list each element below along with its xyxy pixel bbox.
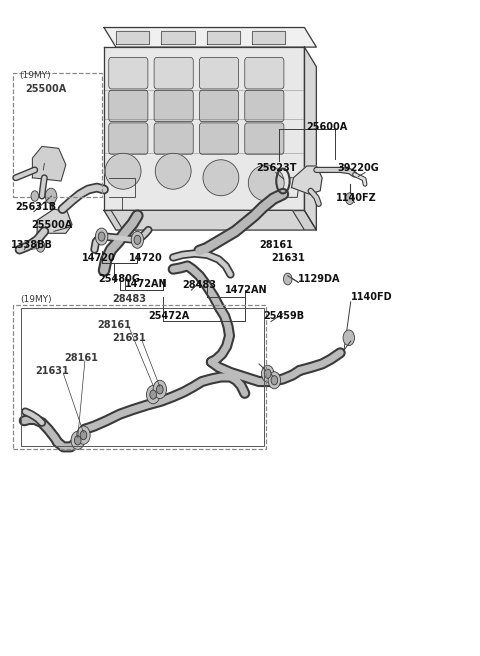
Ellipse shape — [105, 154, 141, 189]
FancyBboxPatch shape — [154, 58, 193, 89]
Polygon shape — [304, 47, 316, 230]
Bar — [206, 31, 240, 44]
Circle shape — [96, 228, 108, 245]
FancyBboxPatch shape — [245, 123, 284, 154]
Circle shape — [271, 376, 278, 385]
FancyBboxPatch shape — [199, 91, 239, 121]
FancyBboxPatch shape — [199, 123, 239, 154]
Polygon shape — [104, 28, 316, 47]
Circle shape — [346, 193, 354, 205]
Circle shape — [156, 385, 163, 394]
Ellipse shape — [203, 160, 239, 195]
FancyBboxPatch shape — [245, 91, 284, 121]
FancyBboxPatch shape — [154, 123, 193, 154]
Text: 25631B: 25631B — [15, 202, 56, 212]
Text: (19MY): (19MY) — [20, 72, 51, 81]
Circle shape — [71, 431, 84, 449]
Bar — [252, 31, 285, 44]
Text: 21631: 21631 — [112, 333, 146, 343]
Text: 25600A: 25600A — [306, 122, 347, 132]
Circle shape — [268, 372, 281, 389]
Circle shape — [31, 191, 38, 201]
Text: 25459B: 25459B — [263, 312, 304, 321]
Circle shape — [98, 232, 105, 241]
FancyBboxPatch shape — [109, 123, 148, 154]
FancyBboxPatch shape — [199, 58, 239, 89]
Text: 28161: 28161 — [259, 239, 293, 250]
Bar — [13, 305, 266, 449]
Circle shape — [264, 369, 271, 379]
Polygon shape — [104, 211, 316, 230]
Circle shape — [150, 390, 156, 400]
Circle shape — [283, 273, 292, 285]
Text: 28483: 28483 — [112, 294, 146, 304]
Text: 25500A: 25500A — [31, 220, 72, 230]
Text: 39220G: 39220G — [338, 163, 380, 173]
Polygon shape — [104, 47, 304, 211]
Text: 1338BB: 1338BB — [11, 239, 53, 250]
Bar — [116, 31, 149, 44]
Text: 28161: 28161 — [97, 320, 131, 330]
Circle shape — [45, 188, 57, 204]
Circle shape — [343, 330, 355, 346]
Text: 1140FD: 1140FD — [351, 292, 392, 302]
Text: 1472AN: 1472AN — [124, 279, 167, 289]
Text: 25472A: 25472A — [148, 312, 190, 321]
Text: 21631: 21631 — [36, 366, 70, 376]
Circle shape — [134, 236, 141, 245]
Polygon shape — [111, 211, 304, 230]
Text: 25480G: 25480G — [98, 274, 140, 283]
Text: 28483: 28483 — [183, 280, 217, 290]
Circle shape — [80, 430, 87, 440]
Bar — [161, 31, 195, 44]
Ellipse shape — [248, 165, 284, 201]
Text: 25500A: 25500A — [25, 83, 67, 94]
Circle shape — [153, 380, 167, 399]
Text: 14720: 14720 — [82, 253, 115, 262]
Text: 21631: 21631 — [271, 253, 305, 262]
FancyBboxPatch shape — [154, 91, 193, 121]
Circle shape — [262, 365, 274, 382]
FancyBboxPatch shape — [245, 58, 284, 89]
Text: 1129DA: 1129DA — [298, 274, 341, 283]
Polygon shape — [291, 166, 322, 194]
Text: 1140FZ: 1140FZ — [336, 193, 377, 203]
FancyBboxPatch shape — [109, 91, 148, 121]
Text: (19MY): (19MY) — [21, 295, 52, 304]
Text: 14720: 14720 — [129, 253, 163, 262]
FancyBboxPatch shape — [109, 58, 148, 89]
Circle shape — [36, 241, 45, 252]
Bar — [22, 308, 264, 445]
Bar — [13, 73, 102, 197]
Text: 1472AN: 1472AN — [225, 285, 267, 295]
Text: 28161: 28161 — [64, 353, 98, 363]
Polygon shape — [37, 209, 72, 234]
Circle shape — [77, 426, 90, 444]
Circle shape — [131, 232, 144, 249]
Polygon shape — [33, 146, 66, 181]
Text: 25623T: 25623T — [257, 163, 297, 173]
Ellipse shape — [156, 154, 191, 189]
Circle shape — [146, 386, 160, 404]
Circle shape — [74, 436, 81, 445]
